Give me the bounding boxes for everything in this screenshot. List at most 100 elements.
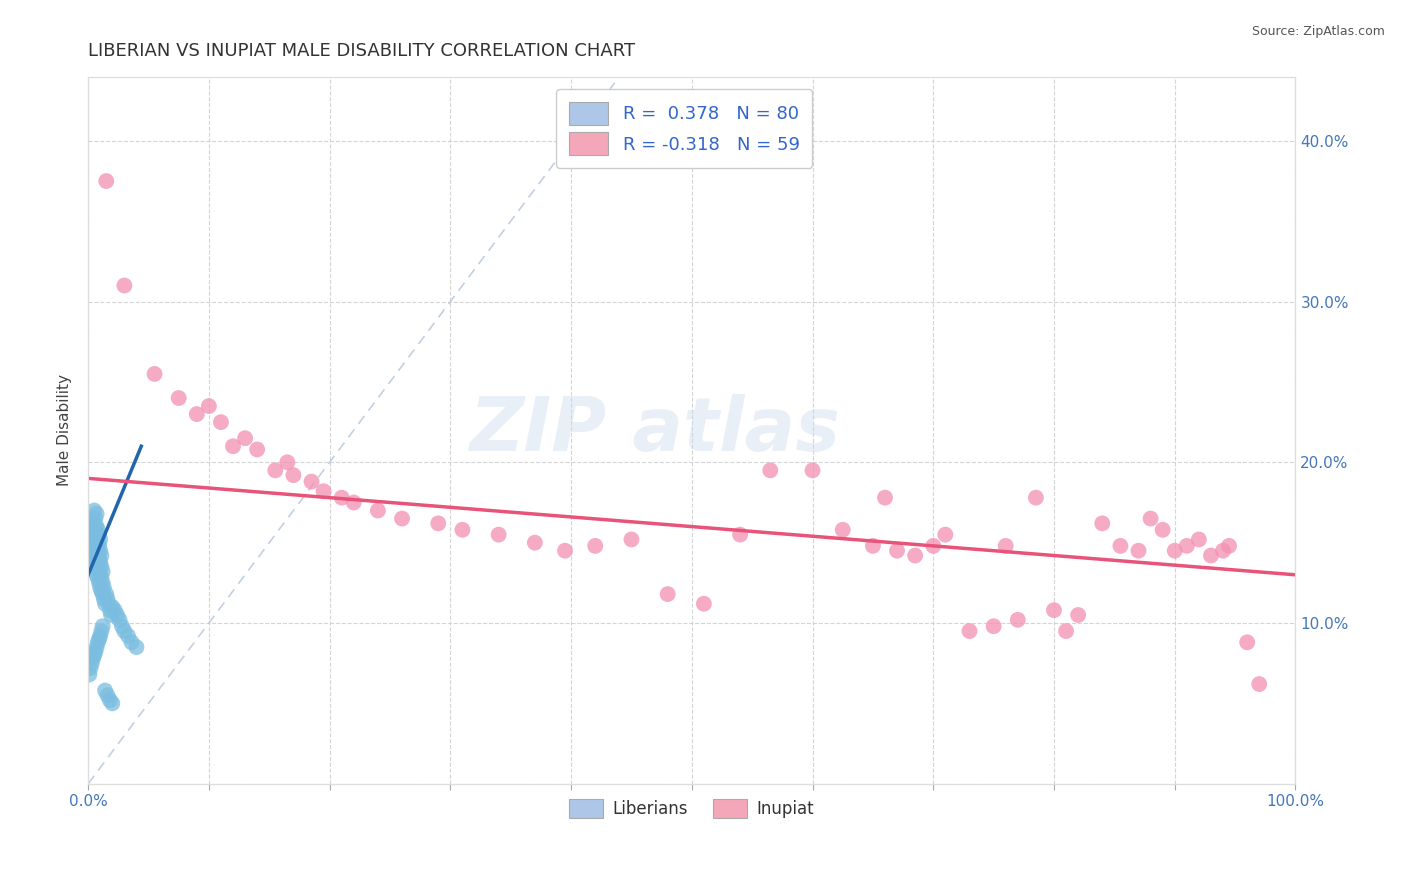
Point	[86, 555, 108, 569]
Point	[1054, 624, 1077, 638]
Point	[1152, 523, 1174, 537]
Point	[873, 491, 896, 505]
Point	[198, 399, 221, 413]
Point	[801, 463, 824, 477]
Point	[1218, 539, 1240, 553]
Point	[87, 539, 110, 553]
Point	[97, 597, 120, 611]
Point	[276, 455, 298, 469]
Point	[82, 651, 104, 665]
Point	[934, 527, 956, 541]
Point	[121, 635, 143, 649]
Point	[1007, 613, 1029, 627]
Point	[391, 511, 413, 525]
Point	[98, 693, 121, 707]
Point	[96, 591, 118, 606]
Point	[87, 523, 110, 537]
Point	[87, 551, 110, 566]
Point	[427, 516, 450, 531]
Point	[86, 507, 108, 521]
Point	[80, 533, 103, 547]
Point	[87, 632, 110, 646]
Point	[84, 523, 107, 537]
Point	[96, 587, 118, 601]
Point	[728, 527, 751, 541]
Point	[84, 645, 107, 659]
Y-axis label: Male Disability: Male Disability	[58, 374, 72, 486]
Point	[862, 539, 884, 553]
Text: LIBERIAN VS INUPIAT MALE DISABILITY CORRELATION CHART: LIBERIAN VS INUPIAT MALE DISABILITY CORR…	[89, 42, 636, 60]
Point	[143, 367, 166, 381]
Point	[186, 407, 208, 421]
Point	[83, 527, 105, 541]
Point	[82, 527, 104, 541]
Point	[80, 519, 103, 533]
Point	[264, 463, 287, 477]
Point	[83, 648, 105, 662]
Point	[1236, 635, 1258, 649]
Point	[91, 619, 114, 633]
Point	[79, 527, 101, 541]
Point	[330, 491, 353, 505]
Point	[87, 527, 110, 541]
Point	[86, 533, 108, 547]
Point	[93, 581, 115, 595]
Point	[112, 278, 135, 293]
Point	[90, 583, 112, 598]
Point	[89, 543, 111, 558]
Point	[80, 539, 103, 553]
Point	[583, 539, 606, 553]
Point	[83, 539, 105, 553]
Point	[222, 439, 245, 453]
Point	[89, 567, 111, 582]
Point	[98, 603, 121, 617]
Point	[96, 174, 118, 188]
Point	[301, 475, 323, 489]
Point	[523, 535, 546, 549]
Point	[101, 697, 124, 711]
Point	[1067, 607, 1090, 622]
Point	[488, 527, 510, 541]
Point	[87, 571, 110, 585]
Point	[90, 624, 112, 638]
Point	[994, 539, 1017, 553]
Text: Source: ZipAtlas.com: Source: ZipAtlas.com	[1251, 25, 1385, 38]
Point	[1043, 603, 1066, 617]
Point	[89, 629, 111, 643]
Point	[886, 543, 908, 558]
Point	[1091, 516, 1114, 531]
Point	[90, 549, 112, 563]
Point	[79, 516, 101, 531]
Point	[90, 571, 112, 585]
Point	[451, 523, 474, 537]
Point	[922, 539, 945, 553]
Point	[283, 468, 305, 483]
Point	[94, 597, 117, 611]
Point	[87, 549, 110, 563]
Point	[1199, 549, 1222, 563]
Point	[89, 581, 111, 595]
Point	[91, 575, 114, 590]
Point	[104, 603, 127, 617]
Point	[125, 640, 148, 654]
Point	[91, 565, 114, 579]
Point	[79, 661, 101, 675]
Point	[1139, 511, 1161, 525]
Text: ZIP atlas: ZIP atlas	[470, 393, 841, 467]
Point	[1109, 539, 1132, 553]
Point	[1212, 543, 1234, 558]
Point	[759, 463, 782, 477]
Point	[112, 624, 135, 638]
Legend: Liberians, Inupiat: Liberians, Inupiat	[562, 792, 821, 825]
Point	[82, 543, 104, 558]
Point	[1128, 543, 1150, 558]
Point	[96, 689, 118, 703]
Point	[86, 543, 108, 558]
Point	[1188, 533, 1211, 547]
Point	[89, 533, 111, 547]
Point	[233, 431, 256, 445]
Point	[89, 555, 111, 569]
Point	[84, 559, 107, 574]
Point	[904, 549, 927, 563]
Point	[367, 503, 389, 517]
